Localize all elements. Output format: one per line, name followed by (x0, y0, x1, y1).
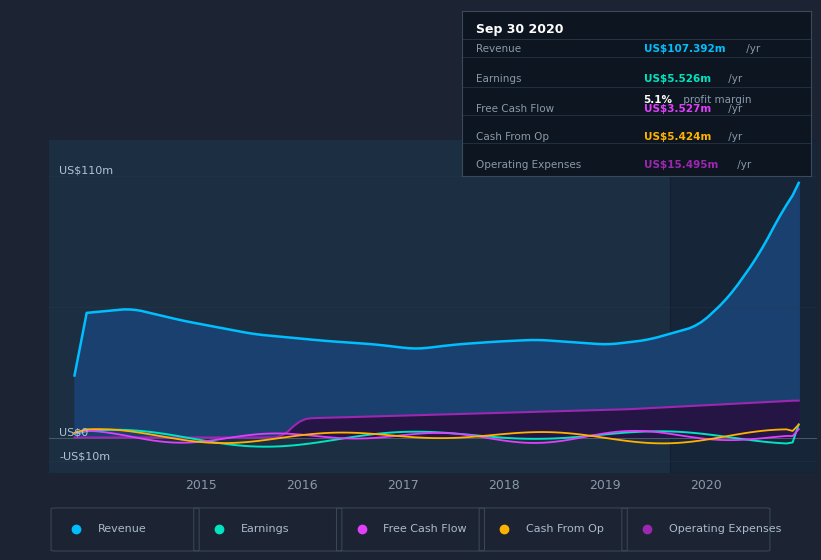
Text: /yr: /yr (744, 44, 761, 54)
Text: Free Cash Flow: Free Cash Flow (383, 524, 467, 534)
Text: Revenue: Revenue (476, 44, 521, 54)
Text: Cash From Op: Cash From Op (476, 132, 549, 142)
Text: US$5.424m: US$5.424m (644, 132, 711, 142)
Text: 5.1%: 5.1% (644, 95, 672, 105)
Text: US$15.495m: US$15.495m (644, 160, 718, 170)
Text: US$5.526m: US$5.526m (644, 74, 711, 84)
Text: Revenue: Revenue (98, 524, 147, 534)
Text: US$110m: US$110m (59, 166, 113, 176)
Text: US$107.392m: US$107.392m (644, 44, 725, 54)
Text: Operating Expenses: Operating Expenses (476, 160, 581, 170)
Text: /yr: /yr (725, 104, 742, 114)
Text: /yr: /yr (725, 74, 742, 84)
Text: US$0: US$0 (59, 427, 89, 437)
Text: /yr: /yr (725, 132, 742, 142)
Text: Free Cash Flow: Free Cash Flow (476, 104, 554, 114)
Bar (671, 140, 817, 473)
Text: Cash From Op: Cash From Op (526, 524, 604, 534)
Text: Operating Expenses: Operating Expenses (669, 524, 781, 534)
Text: -US$10m: -US$10m (59, 451, 111, 461)
Text: US$3.527m: US$3.527m (644, 104, 711, 114)
Text: Sep 30 2020: Sep 30 2020 (476, 23, 564, 36)
Text: Earnings: Earnings (476, 74, 521, 84)
Text: profit margin: profit margin (680, 95, 751, 105)
Text: /yr: /yr (735, 160, 752, 170)
Text: Earnings: Earnings (241, 524, 289, 534)
